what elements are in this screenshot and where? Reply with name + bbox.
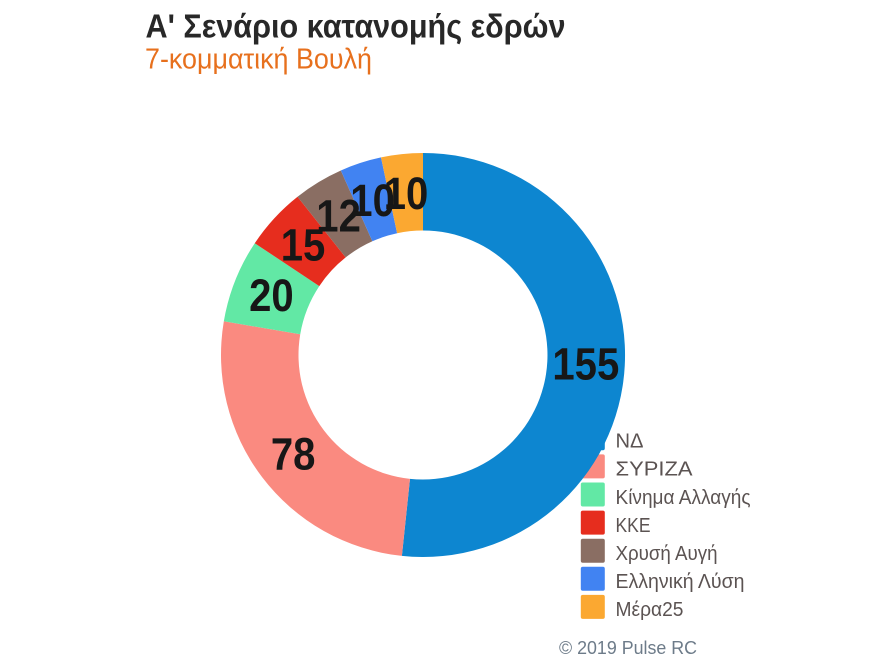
svg-text:155: 155 <box>552 339 619 390</box>
svg-text:78: 78 <box>271 429 316 480</box>
svg-text:12: 12 <box>316 191 361 242</box>
svg-text:20: 20 <box>249 270 294 321</box>
svg-text:Α' Σενάριο κατανομής εδρών: Α' Σενάριο κατανομής εδρών <box>146 8 566 45</box>
svg-text:7-κομματική Βουλή: 7-κομματική Βουλή <box>145 43 372 75</box>
svg-text:Χρυσή Αυγή: Χρυσή Αυγή <box>616 543 718 565</box>
svg-text:ΝΔ: ΝΔ <box>616 431 644 453</box>
svg-text:ΚΚΕ: ΚΚΕ <box>616 515 651 537</box>
svg-text:ΣΥΡΙΖΑ: ΣΥΡΙΖΑ <box>616 459 694 481</box>
svg-text:15: 15 <box>281 220 326 271</box>
svg-text:10: 10 <box>350 175 395 226</box>
svg-text:© 2019 Pulse RC: © 2019 Pulse RC <box>559 637 697 658</box>
svg-text:Μέρα25: Μέρα25 <box>616 599 684 621</box>
svg-text:Ελληνική Λύση: Ελληνική Λύση <box>616 571 745 593</box>
svg-text:Κίνημα Αλλαγής: Κίνημα Αλλαγής <box>616 487 751 509</box>
svg-text:10: 10 <box>384 168 429 219</box>
